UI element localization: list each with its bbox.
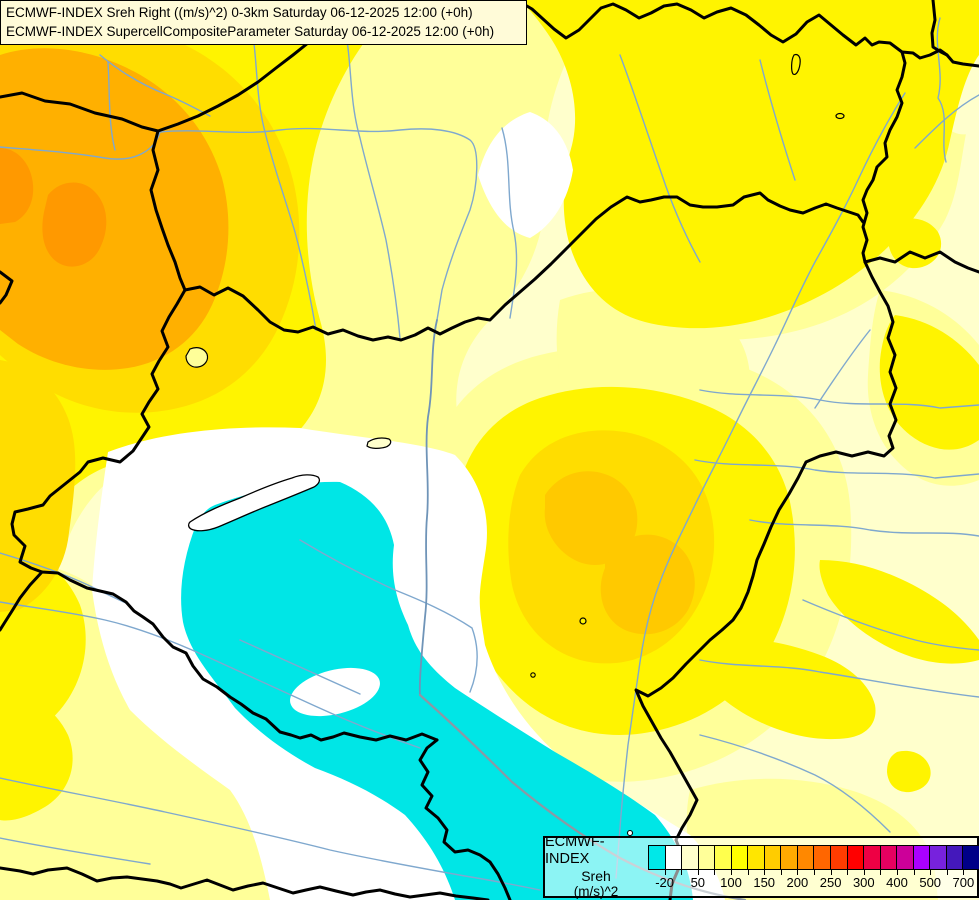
legend-tick-label: 200 bbox=[786, 875, 809, 890]
legend-tick-label: 700 bbox=[952, 875, 975, 890]
legend-tick-mark bbox=[880, 870, 882, 875]
field-negative-cyan-region bbox=[181, 481, 693, 900]
legend-tick-label: 300 bbox=[852, 875, 875, 890]
legend-color-cell bbox=[648, 845, 666, 870]
lake-balaton bbox=[187, 474, 321, 532]
legend-tick-mark bbox=[731, 870, 732, 875]
legend-tick-mark bbox=[863, 870, 865, 875]
legend-tick-label: -20 bbox=[655, 875, 674, 890]
legend-tick-mark bbox=[664, 870, 666, 875]
legend-parameter-name: Sreh bbox=[581, 868, 611, 884]
legend-tick-mark bbox=[847, 870, 849, 875]
small-lake-4 bbox=[530, 672, 536, 678]
title-line-2: ECMWF-INDEX SupercellCompositeParameter … bbox=[6, 24, 495, 39]
legend-label: ECMWF-INDEX Sreh (m/s)^2 bbox=[545, 834, 647, 899]
legend-color-cell bbox=[912, 845, 931, 870]
small-lake-1 bbox=[791, 53, 801, 76]
small-lake-3 bbox=[579, 617, 587, 625]
legend-color-cell bbox=[664, 845, 683, 870]
field-deep-gold-lobes bbox=[544, 471, 695, 635]
legend-tick-label: 400 bbox=[886, 875, 908, 890]
lake-ferto bbox=[185, 347, 209, 368]
legend-tick-mark bbox=[830, 870, 832, 875]
small-lake-5 bbox=[626, 829, 634, 837]
legend-product-name: ECMWF-INDEX bbox=[545, 834, 605, 867]
title-box: ECMWF-INDEX Sreh Right ((m/s)^2) 0-3km S… bbox=[0, 0, 527, 45]
legend-tick-label: 50 bbox=[690, 875, 706, 890]
legend-color-cell bbox=[830, 845, 848, 870]
legend-tick-mark bbox=[897, 870, 898, 875]
field-deep-orange-spots bbox=[0, 148, 107, 267]
legend-tick-mark bbox=[913, 870, 915, 875]
legend-color-cell bbox=[796, 845, 815, 870]
legend-color-cell bbox=[681, 845, 699, 870]
legend-tick-mark bbox=[681, 870, 683, 875]
legend-tick-mark bbox=[764, 870, 766, 875]
legend-color-cell bbox=[813, 845, 832, 870]
legend-box: ECMWF-INDEX Sreh (m/s)^2 -20 50 100 150 200 2… bbox=[543, 834, 979, 899]
legend-units: (m/s)^2 bbox=[573, 884, 619, 899]
legend-tick-label: 150 bbox=[753, 875, 776, 890]
legend-tick-labels: -20 50 100 150 200 250 300 400 500 700 bbox=[648, 875, 979, 891]
legend-tick-mark bbox=[780, 870, 782, 875]
legend-color-cell bbox=[714, 845, 732, 870]
legend-tick-mark bbox=[797, 870, 799, 875]
river-lines bbox=[0, 17, 979, 891]
legend-tick-mark bbox=[946, 870, 948, 875]
title-line-1: ECMWF-INDEX Sreh Right ((m/s)^2) 0-3km S… bbox=[6, 5, 473, 20]
legend-colorbar bbox=[648, 845, 979, 870]
legend-color-cell bbox=[896, 845, 914, 870]
legend-color-cell bbox=[730, 845, 749, 870]
legend-color-cell bbox=[879, 845, 898, 870]
legend-tick-label: 500 bbox=[919, 875, 942, 890]
field-orange-region bbox=[0, 48, 229, 370]
legend-tick-mark bbox=[930, 870, 932, 875]
legend-tick-mark bbox=[747, 870, 749, 875]
legend-tick-label: 250 bbox=[819, 875, 842, 890]
legend-color-cell bbox=[763, 845, 782, 870]
legend-color-cell bbox=[962, 845, 979, 870]
legend-color-cell bbox=[780, 845, 798, 870]
lake-velence bbox=[366, 437, 392, 449]
legend-color-cell bbox=[863, 845, 881, 870]
legend-color-cell bbox=[929, 845, 947, 870]
legend-tick-mark bbox=[963, 870, 965, 875]
legend-ticks bbox=[648, 870, 979, 875]
legend-tick-mark bbox=[697, 870, 699, 875]
small-lake-2 bbox=[835, 112, 845, 120]
lakes bbox=[185, 53, 845, 837]
legend-tick-label: 100 bbox=[720, 875, 742, 890]
legend-color-cell bbox=[945, 845, 964, 870]
legend-color-cell bbox=[747, 845, 765, 870]
legend-tick-mark bbox=[814, 870, 815, 875]
legend-color-cell bbox=[846, 845, 865, 870]
legend-color-cell bbox=[697, 845, 716, 870]
legend-tick-mark bbox=[714, 870, 716, 875]
